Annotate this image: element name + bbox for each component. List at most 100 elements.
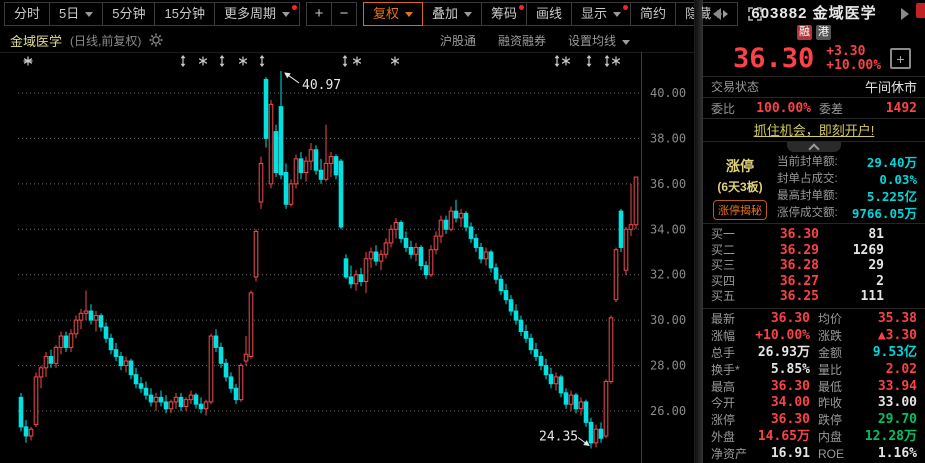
- stock-badges: 融港: [703, 25, 925, 41]
- limit-up-detail-row: 涨停成交额: 9766.05万: [777, 205, 917, 221]
- candle: [613, 247, 619, 302]
- candle: [133, 367, 139, 389]
- limit-up-detail-row: 封单占成交: 0.03%: [777, 171, 917, 187]
- weicha-label: 委差: [819, 101, 844, 116]
- chevron-down-icon: [85, 11, 94, 17]
- candle: [183, 397, 189, 411]
- zoom-out-button[interactable]: −: [330, 2, 357, 26]
- updown-arrow-marker-icon[interactable]: [554, 55, 560, 67]
- panel-resize-gutter[interactable]: [694, 0, 702, 463]
- star-marker-icon[interactable]: [561, 56, 571, 66]
- candle: [273, 124, 279, 178]
- toolbar-button-分时[interactable]: 分时: [4, 2, 51, 26]
- candle: [363, 251, 369, 293]
- star-marker-icon[interactable]: [390, 56, 400, 66]
- limit-up-section: 涨停 (6天3板) 涨停揭秘 当前封单额: 29.40万 封单占成交: 0.03% 最高…: [703, 141, 925, 224]
- add-to-watchlist-button[interactable]: +: [890, 48, 911, 70]
- candle: [558, 374, 564, 398]
- candle: [628, 183, 634, 237]
- open-account-ad[interactable]: 抓住机会，即刻开户!: [703, 119, 925, 142]
- gear-icon[interactable]: [149, 33, 163, 47]
- updown-arrow-marker-icon[interactable]: [342, 55, 348, 67]
- corner-red-badge-icon[interactable]: [916, 3, 925, 18]
- star-marker-icon[interactable]: [611, 56, 621, 66]
- ma-setting-dropdown[interactable]: 设置均线: [568, 32, 630, 49]
- toolbar-button-5日[interactable]: 5日: [49, 2, 104, 26]
- toolbar-button-15分钟[interactable]: 15分钟: [154, 2, 215, 26]
- stats-grid: 最新 36.30 均价 35.38 涨幅 +10.00% 涨跌 ▲3.30 总手 26.93万 金额…: [703, 309, 925, 463]
- low-annotation-label: 24.35: [539, 429, 578, 444]
- candle: [128, 358, 134, 380]
- candle: [153, 392, 159, 411]
- limit-up-reveal-button[interactable]: 涨停揭秘: [713, 199, 767, 220]
- prev-stock-arrow-icon[interactable]: [713, 8, 721, 20]
- candle: [623, 227, 629, 275]
- candle: [73, 315, 79, 339]
- candle: [338, 158, 344, 230]
- updown-arrow-marker-icon[interactable]: [219, 55, 225, 67]
- candle: [318, 158, 324, 184]
- candle: [428, 245, 434, 277]
- badge-融: 融: [797, 25, 812, 41]
- toolbar-button-复权[interactable]: 复权: [362, 2, 423, 26]
- candle: [538, 351, 544, 371]
- candle: [253, 229, 259, 282]
- candle: [393, 217, 399, 239]
- y-axis-label: 38.00: [650, 131, 686, 145]
- candle: [483, 247, 489, 266]
- y-axis-label: 32.00: [650, 268, 686, 282]
- candle: [268, 99, 274, 189]
- candle: [408, 240, 414, 259]
- bid-row-买五: 买五 36.25 111: [711, 289, 884, 305]
- updown-arrow-marker-icon[interactable]: [259, 55, 265, 67]
- bid-order-book: 买一 36.30 81 买二 36.29 1269 买三 36.28 29 买四 36.27 2 买五 3…: [703, 224, 925, 309]
- candle: [158, 390, 164, 407]
- candle: [313, 145, 319, 175]
- stat-总手: 总手 26.93万: [711, 344, 810, 360]
- fullscreen-button[interactable]: [743, 3, 767, 25]
- candle: [233, 383, 239, 405]
- candle: [23, 420, 29, 443]
- candle: [108, 333, 114, 355]
- toolbar-button-5分钟[interactable]: 5分钟: [102, 2, 156, 26]
- toolbar-button-显示[interactable]: 显示: [571, 2, 632, 26]
- high-annotation-arrow: [284, 72, 300, 84]
- candle: [328, 152, 334, 178]
- collapse-tab-button[interactable]: [787, 141, 841, 155]
- candle: [473, 233, 479, 252]
- candle: [28, 426, 34, 441]
- candle: [348, 265, 354, 289]
- quote-panel: 603882 金域医学 融港 36.30 +3.30 +10.00% + 交易状…: [702, 0, 925, 463]
- margin-trading-link[interactable]: 融资融券: [497, 33, 546, 48]
- candle: [573, 392, 579, 414]
- zoom-in-button[interactable]: +: [305, 2, 332, 26]
- star-marker-icon[interactable]: [352, 56, 362, 66]
- candle: [488, 249, 494, 273]
- toolbar-button-简约[interactable]: 简约: [630, 2, 677, 26]
- updown-arrow-marker-icon[interactable]: [180, 55, 186, 67]
- candle: [283, 163, 289, 209]
- price-change: +3.30: [826, 43, 866, 59]
- hgt-link[interactable]: 沪股通: [439, 33, 476, 48]
- candle: [463, 211, 469, 232]
- fullscreen-icon: [748, 7, 762, 21]
- next-stock-arrow-icon[interactable]: [901, 8, 909, 20]
- chart-mode-label: (日线,前复权): [70, 33, 142, 48]
- candle: [343, 254, 349, 280]
- toolbar-button-画线[interactable]: 画线: [526, 2, 573, 26]
- candle: [208, 333, 214, 405]
- star-marker-icon[interactable]: [198, 56, 208, 66]
- star-marker-icon[interactable]: [238, 56, 248, 66]
- toolbar-button-叠加[interactable]: 叠加: [421, 2, 482, 26]
- candle: [403, 231, 409, 252]
- candle: [218, 342, 224, 368]
- star-marker-icon[interactable]: [23, 56, 33, 66]
- updown-arrow-marker-icon[interactable]: [604, 55, 610, 67]
- candle: [528, 333, 534, 355]
- updown-arrow-marker-icon[interactable]: [586, 55, 592, 67]
- toolbar-button-筹码[interactable]: 筹码: [481, 2, 528, 26]
- stat-涨停: 涨停 36.30: [711, 412, 810, 428]
- toolbar-button-更多周期[interactable]: 更多周期: [213, 2, 300, 26]
- kline-candlestick-chart[interactable]: 26.00 28.00 30.00 32.00 34.00 36.00 38.00 40.00…: [0, 52, 702, 463]
